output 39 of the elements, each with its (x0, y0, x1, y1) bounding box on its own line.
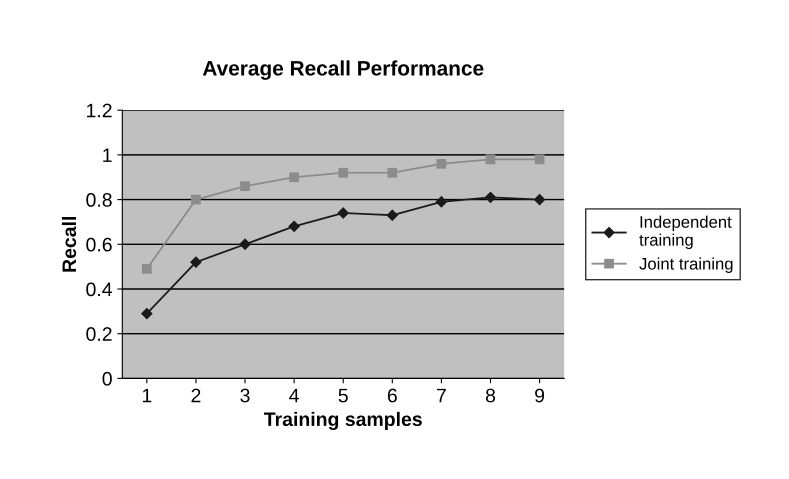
point (141, 308, 152, 320)
x-tick-label: 6 (388, 388, 397, 402)
point (534, 194, 546, 206)
point (190, 256, 202, 268)
x-tick-label: 4 (289, 388, 299, 402)
y-tick-label: 0 (102, 372, 112, 386)
y-tick-label: 0.4 (86, 282, 112, 296)
x-axis-title: Training samples (264, 412, 422, 430)
x-tick-label: 8 (486, 388, 496, 402)
point (142, 264, 152, 274)
x-tick-label: 5 (338, 388, 348, 402)
point (436, 158, 446, 169)
point (288, 220, 300, 232)
y-tick-label: 0.2 (86, 327, 112, 341)
point (387, 168, 398, 178)
legend-label: Joint training (639, 257, 732, 273)
x-tick-label: 9 (535, 388, 544, 402)
y-tick-label: 0.6 (86, 238, 112, 252)
y-tick-label: 1.2 (87, 104, 112, 118)
x-tick-label: 3 (240, 388, 250, 402)
legend-label: Independent training (639, 216, 732, 250)
point (191, 194, 201, 204)
point (534, 154, 544, 164)
y-tick-label: 0.8 (86, 193, 112, 207)
point (289, 172, 299, 182)
chart-title: Average Recall Performance (202, 60, 484, 80)
point (484, 192, 496, 203)
point (436, 196, 448, 208)
point (486, 154, 496, 164)
y-tick-label: 1 (103, 148, 112, 162)
y-axis-title: Recall (62, 217, 76, 272)
point (240, 181, 250, 192)
point (239, 238, 251, 250)
x-tick-label: 1 (142, 388, 152, 402)
point (338, 207, 349, 219)
x-tick-label: 2 (192, 388, 200, 402)
x-tick-label: 7 (436, 388, 446, 402)
point (338, 168, 348, 178)
point (386, 210, 398, 221)
